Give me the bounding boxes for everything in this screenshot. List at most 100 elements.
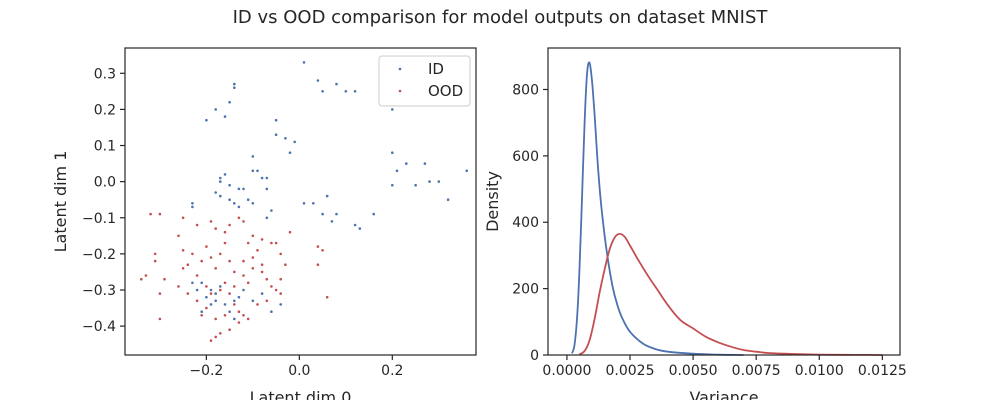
kde-xtick-label: 0.0050 [669, 363, 718, 379]
scatter-point-ood [214, 267, 217, 270]
scatter-point-ood [316, 263, 320, 267]
scatter-point-id [353, 90, 357, 93]
scatter-point-ood [251, 267, 255, 270]
scatter-point-ood [260, 270, 264, 274]
scatter-point-id [233, 202, 236, 205]
scatter-point-id [233, 317, 236, 321]
scatter-point-id [214, 292, 217, 295]
scatter-point-id [321, 212, 324, 216]
scatter-point-id [437, 180, 441, 183]
scatter-point-id [321, 90, 324, 93]
scatter-point-ood [260, 263, 264, 267]
scatter-point-id [265, 176, 269, 180]
scatter-point-ood [237, 321, 241, 324]
kde-ticks: 0.0000 0.0025 0.0050 0.0075 0.0100 0.0125 0 200… [512, 82, 907, 379]
scatter-point-id [251, 155, 255, 158]
legend-id-label: ID [428, 60, 444, 78]
scatter-point-id [191, 281, 194, 285]
scatter-point-id [288, 151, 292, 154]
scatter-point-ood [260, 238, 264, 241]
scatter-point-id [270, 310, 273, 314]
scatter-point-ood [233, 270, 236, 274]
legend-ood-label: OOD [428, 82, 463, 100]
scatter-point-id [312, 202, 315, 205]
scatter-point-ood [288, 230, 292, 234]
scatter-points [140, 61, 469, 342]
scatter-point-id [209, 303, 213, 306]
scatter-point-ood [177, 234, 180, 238]
scatter-point-id [223, 115, 227, 118]
scatter-point-ood [246, 317, 250, 321]
scatter-point-id [353, 223, 357, 227]
scatter-point-id [214, 191, 217, 194]
scatter-point-id [223, 173, 227, 176]
scatter-point-id [405, 162, 408, 165]
kde-ytick-label: 400 [512, 215, 539, 231]
scatter-point-ood [274, 241, 278, 245]
scatter-point-ood [233, 285, 236, 288]
scatter-point-id [265, 187, 269, 191]
scatter-point-id [191, 202, 194, 205]
scatter-point-ood [195, 299, 199, 303]
scatter-point-id [200, 310, 203, 314]
scatter-point-ood [205, 306, 208, 310]
legend-ood-marker [398, 89, 402, 93]
scatter-point-ood [214, 227, 217, 230]
kde-xtick-label: 0.0075 [732, 363, 781, 379]
scatter-point-id [251, 169, 255, 173]
scatter-point-id [428, 180, 431, 183]
scatter-point-ood [228, 259, 231, 263]
scatter-point-id [233, 86, 236, 89]
scatter-point-ood [209, 292, 213, 295]
scatter-ylabel: Latent dim 1 [51, 151, 70, 253]
scatter-point-id [223, 303, 227, 306]
kde-ytick-label: 0 [530, 348, 539, 364]
scatter-point-ood [316, 245, 320, 248]
scatter-point-ood [209, 220, 213, 223]
scatter-point-ood [274, 288, 278, 292]
scatter-point-id [414, 183, 417, 187]
scatter-panel: −0.2 0.0 0.2 −0.4 −0.3 −0.2 −0.1 0.0 0.1 0.2 0.3 L… [51, 47, 477, 400]
scatter-xlabel: Latent dim 0 [250, 388, 352, 400]
scatter-point-ood [237, 216, 241, 220]
scatter-point-id [251, 299, 255, 303]
scatter-point-ood [195, 274, 199, 277]
scatter-point-id [344, 90, 348, 93]
scatter-point-ood [144, 274, 148, 277]
scatter-point-ood [256, 249, 259, 252]
scatter-point-ood [223, 230, 227, 234]
scatter-point-id [265, 216, 269, 220]
scatter-point-ood [237, 310, 241, 314]
kde-panel: 0.0000 0.0025 0.0050 0.0075 0.0100 0.0125 0 200… [483, 47, 907, 400]
scatter-point-id [219, 180, 222, 183]
scatter-point-id [228, 310, 231, 314]
scatter-point-ood [242, 314, 245, 317]
scatter-point-ood [158, 212, 162, 216]
scatter-point-ood [149, 212, 152, 216]
scatter-xtick-label: 0.0 [288, 363, 310, 379]
scatter-point-ood [265, 299, 269, 303]
scatter-point-ood [177, 285, 180, 288]
scatter-point-id [446, 198, 450, 201]
scatter-point-ood [242, 220, 245, 223]
scatter-point-ood [219, 332, 222, 335]
scatter-point-ood [228, 292, 231, 295]
scatter-ticks: −0.2 0.0 0.2 −0.4 −0.3 −0.2 −0.1 0.0 0.1 0.2 0.3 [82, 66, 403, 379]
scatter-point-id [219, 176, 222, 180]
kde-line-ood [579, 232, 883, 356]
scatter-point-ood [219, 252, 222, 256]
scatter-point-ood [205, 245, 208, 248]
scatter-point-ood [200, 259, 203, 263]
scatter-point-id [228, 198, 231, 201]
scatter-point-id [219, 285, 222, 288]
scatter-point-id [335, 82, 338, 86]
scatter-point-id [228, 183, 231, 187]
scatter-point-ood [214, 317, 217, 321]
scatter-point-ood [256, 303, 259, 306]
scatter-point-ood [270, 285, 273, 288]
scatter-point-ood [279, 277, 283, 281]
scatter-point-ood [223, 314, 227, 317]
scatter-point-id [233, 299, 236, 303]
scatter-point-ood [233, 303, 236, 306]
scatter-point-ood [219, 288, 222, 292]
